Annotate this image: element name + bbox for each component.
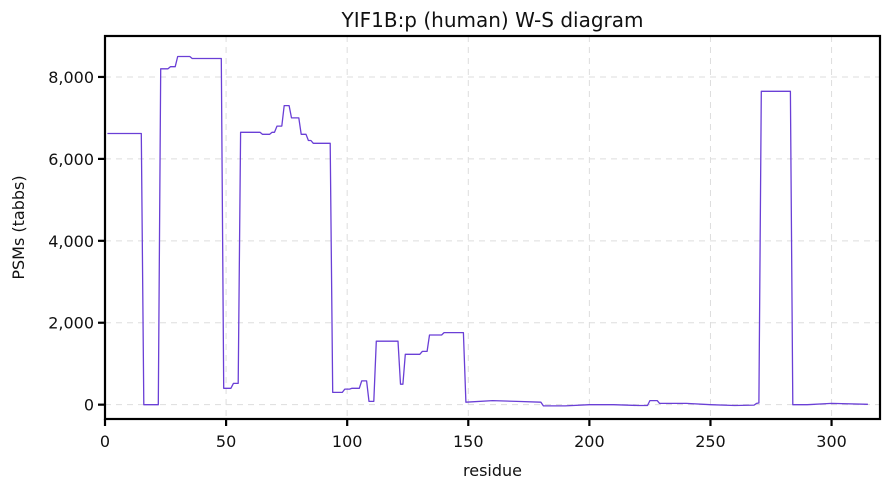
- y-axis-label: PSMs (tabbs): [9, 175, 28, 279]
- y-tick-label: 0: [84, 396, 94, 415]
- x-tick-label: 150: [453, 432, 484, 451]
- y-tick-label: 4,000: [48, 232, 94, 251]
- series-line: [107, 55, 868, 407]
- x-axis: 0 50 100 150 200 250 300: [100, 419, 847, 451]
- plot-frame: [103, 34, 882, 421]
- x-tick-label: 250: [695, 432, 726, 451]
- x-tick-label: 300: [816, 432, 847, 451]
- chart-title: YIF1B:p (human) W-S diagram: [341, 8, 644, 32]
- y-tick-label: 8,000: [48, 68, 94, 87]
- grid-lines: [104, 36, 880, 419]
- x-axis-label: residue: [463, 461, 522, 480]
- x-tick-label: 100: [332, 432, 363, 451]
- y-axis: 0 2,000 4,000 6,000 8,000: [48, 68, 105, 415]
- y-tick-label: 2,000: [48, 314, 94, 333]
- x-tick-label: 200: [574, 432, 605, 451]
- x-tick-label: 0: [100, 432, 110, 451]
- y-tick-label: 6,000: [48, 150, 94, 169]
- x-tick-label: 50: [216, 432, 236, 451]
